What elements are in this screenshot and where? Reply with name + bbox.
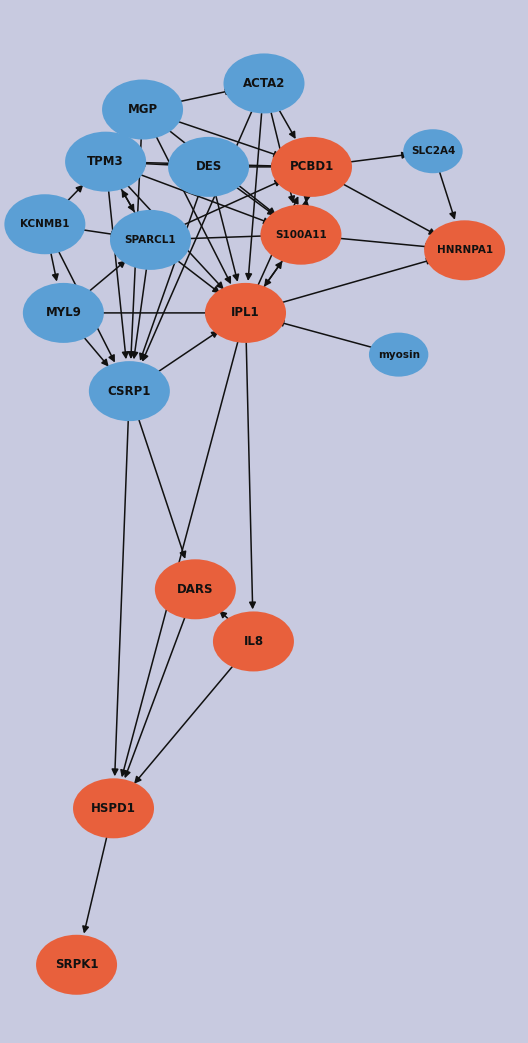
- Text: DARS: DARS: [177, 583, 214, 596]
- Ellipse shape: [36, 935, 117, 995]
- Text: myosin: myosin: [378, 349, 420, 360]
- Ellipse shape: [102, 79, 183, 140]
- Text: HSPD1: HSPD1: [91, 802, 136, 815]
- Text: IPL1: IPL1: [231, 307, 260, 319]
- Ellipse shape: [271, 137, 352, 197]
- Text: CSRP1: CSRP1: [108, 385, 151, 397]
- Ellipse shape: [403, 129, 463, 173]
- Ellipse shape: [4, 194, 86, 254]
- Ellipse shape: [213, 611, 294, 672]
- Text: MYL9: MYL9: [45, 307, 81, 319]
- Ellipse shape: [369, 333, 428, 377]
- Ellipse shape: [23, 283, 104, 343]
- Text: S100A11: S100A11: [275, 229, 327, 240]
- Ellipse shape: [205, 283, 286, 343]
- Text: DES: DES: [195, 161, 222, 173]
- Ellipse shape: [73, 778, 154, 839]
- Ellipse shape: [155, 559, 236, 620]
- Text: SLC2A4: SLC2A4: [411, 146, 455, 156]
- Ellipse shape: [89, 361, 170, 421]
- Text: SPARCL1: SPARCL1: [125, 235, 176, 245]
- Ellipse shape: [424, 220, 505, 281]
- Text: TPM3: TPM3: [87, 155, 124, 168]
- Text: IL8: IL8: [243, 635, 263, 648]
- Text: PCBD1: PCBD1: [289, 161, 334, 173]
- Ellipse shape: [223, 53, 305, 114]
- Text: ACTA2: ACTA2: [243, 77, 285, 90]
- Ellipse shape: [65, 131, 146, 192]
- Ellipse shape: [260, 204, 342, 265]
- Text: KCNMB1: KCNMB1: [20, 219, 70, 229]
- Ellipse shape: [110, 210, 191, 270]
- Ellipse shape: [168, 137, 249, 197]
- Text: SRPK1: SRPK1: [55, 959, 98, 971]
- Text: HNRNPA1: HNRNPA1: [437, 245, 493, 256]
- Text: MGP: MGP: [127, 103, 158, 116]
